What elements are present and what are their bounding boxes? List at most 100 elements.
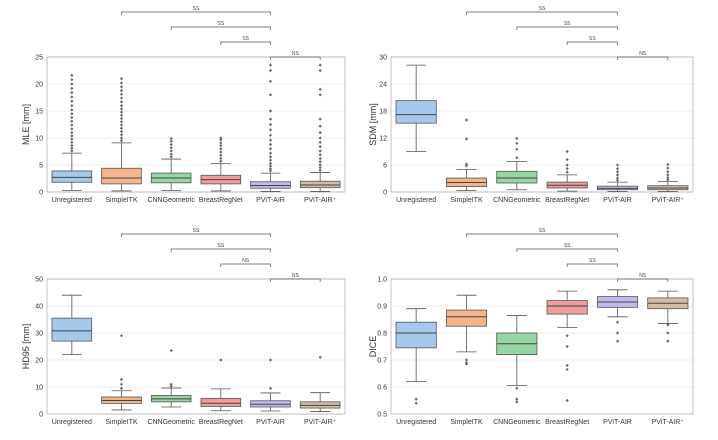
box-pvit-air xyxy=(299,355,341,412)
y-tick-label: 0 xyxy=(383,190,387,197)
outlier-point xyxy=(318,87,322,91)
outlier-point xyxy=(268,164,273,168)
outlier-point xyxy=(318,160,322,164)
x-tick-label: BreastRegNet xyxy=(545,419,589,426)
outlier-point xyxy=(565,334,569,338)
outlier-point xyxy=(615,163,620,167)
box-breastregnet xyxy=(200,136,242,192)
bracket-line xyxy=(121,11,271,15)
box-simpleitk xyxy=(445,294,488,366)
y-tick-label: 0 xyxy=(39,190,43,197)
outlier-point xyxy=(464,358,469,362)
significance-bracket: SS xyxy=(121,6,271,15)
outlier-point xyxy=(70,91,74,95)
outlier-point xyxy=(219,138,223,142)
outlier-point xyxy=(615,167,620,171)
outlier-point xyxy=(565,367,569,372)
outlier-point xyxy=(268,109,273,113)
significance-bracket: SS xyxy=(566,258,618,267)
outlier-point xyxy=(268,122,273,127)
bracket-line xyxy=(566,263,618,267)
outlier-point xyxy=(70,140,74,144)
outlier-point xyxy=(70,95,74,99)
outlier-point xyxy=(515,141,519,145)
outlier-point xyxy=(565,158,569,162)
box-iqr xyxy=(395,321,437,349)
y-tick-label: 30 xyxy=(35,331,43,338)
plot-area xyxy=(47,279,345,414)
box-iqr xyxy=(496,170,538,184)
outlier-point xyxy=(268,167,273,171)
y-tick-label: 0.8 xyxy=(377,331,387,338)
outlier-point xyxy=(70,149,74,153)
bracket-line xyxy=(516,26,618,30)
outlier-point xyxy=(70,73,74,77)
y-tick-label: 6 xyxy=(383,163,387,170)
outlier-point xyxy=(119,113,124,117)
plot-area xyxy=(391,279,693,414)
outlier-point xyxy=(666,170,670,174)
outlier-point xyxy=(70,119,74,123)
outlier-point xyxy=(119,139,124,143)
significance-label: NS xyxy=(639,51,647,57)
outlier-point xyxy=(70,143,74,148)
outlier-point xyxy=(268,158,273,162)
y-tick-label: 0.6 xyxy=(377,385,387,392)
outlier-point xyxy=(119,116,124,121)
x-tick-label: BreastRegNet xyxy=(199,419,243,426)
significance-bracket: SS xyxy=(516,243,618,252)
outlier-point xyxy=(169,149,173,153)
chart-hd95: 0 10 20 30 40 50 HD95 [mm] Unregistered SimpleIT… xyxy=(21,228,346,426)
significance-bracket: NS xyxy=(617,273,669,282)
box-iqr xyxy=(546,300,588,315)
outlier-point xyxy=(219,141,223,145)
y-axis-label: DICE xyxy=(368,336,378,358)
outlier-point xyxy=(666,323,670,327)
outlier-point xyxy=(268,151,273,155)
outlier-point xyxy=(70,99,74,103)
plot-area xyxy=(47,57,345,192)
bracket-line xyxy=(170,248,271,252)
significance-bracket: SS xyxy=(566,36,618,45)
x-tick-label: Unregistered xyxy=(396,197,436,204)
x-tick-label: PViT-AIR⁺ xyxy=(304,197,337,204)
outlier-point xyxy=(169,152,173,156)
y-tick-label: 25 xyxy=(35,55,43,62)
x-tick-label: PViT-AIR xyxy=(256,197,285,204)
outlier-point xyxy=(119,129,124,134)
significance-bracket: SS xyxy=(121,228,271,237)
outlier-point xyxy=(70,112,74,116)
bracket-line xyxy=(220,263,271,267)
box-simpleitk xyxy=(101,334,142,411)
outlier-point xyxy=(615,176,620,180)
outlier-point xyxy=(565,363,569,367)
outlier-point xyxy=(515,397,519,401)
outlier-point xyxy=(318,63,322,67)
x-tick-label: SimpleITK xyxy=(105,419,138,426)
chart-mle: 0 5 10 15 20 25 MLE [mm] Unregistered SimpleITK C… xyxy=(21,6,346,204)
x-tick-label: PViT-AIR⁺ xyxy=(652,419,685,426)
significance-bracket: SS xyxy=(170,21,271,30)
y-tick-label: 20 xyxy=(35,82,43,89)
plot-area xyxy=(391,57,693,192)
box-iqr xyxy=(395,100,437,124)
outlier-point xyxy=(318,355,322,359)
outlier-point xyxy=(318,124,322,128)
box-iqr xyxy=(299,180,341,189)
y-tick-label: 0.9 xyxy=(377,304,387,311)
outlier-point xyxy=(268,358,273,362)
outlier-point xyxy=(565,163,569,167)
box-pvit-air xyxy=(299,63,341,192)
significance-label: NS xyxy=(292,51,300,57)
box-simpleitk xyxy=(101,77,142,192)
significance-label: SS xyxy=(193,6,200,12)
box-iqr xyxy=(101,167,142,185)
outlier-point xyxy=(318,93,322,97)
outlier-point xyxy=(70,137,74,141)
box-pvit-air xyxy=(647,162,689,192)
outlier-point xyxy=(268,142,273,147)
outlier-point xyxy=(219,156,223,161)
outlier-point xyxy=(464,362,469,366)
outlier-point xyxy=(70,134,74,138)
outlier-point xyxy=(119,386,124,390)
